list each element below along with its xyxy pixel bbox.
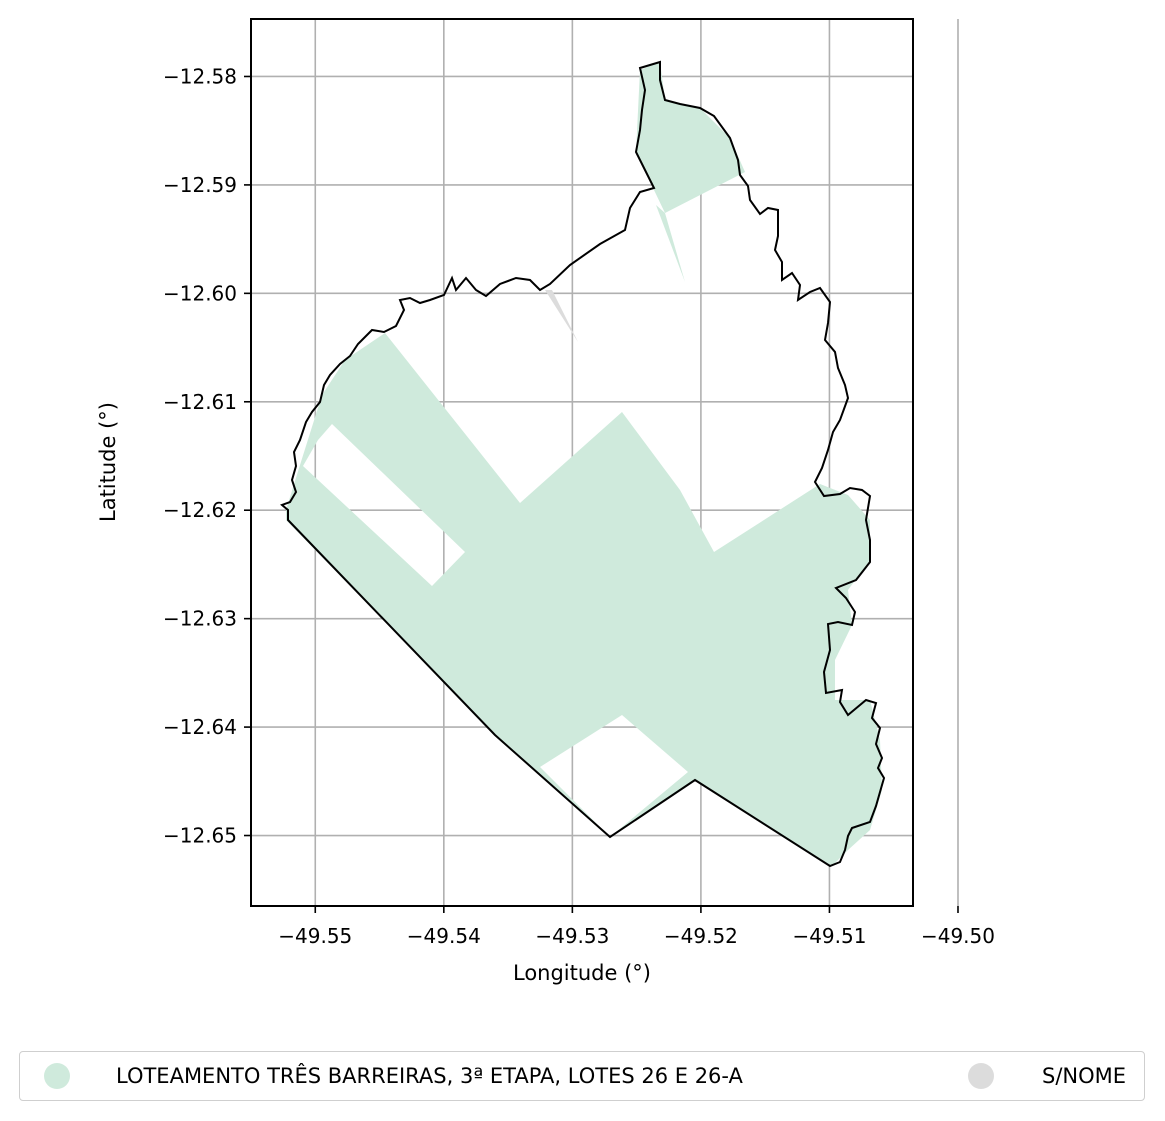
- y-tick-label: −12.60: [163, 281, 237, 305]
- y-tick-label: −12.62: [163, 498, 237, 522]
- y-tick-label: −12.64: [163, 715, 237, 739]
- lot-area-north-sliver: [656, 205, 685, 282]
- legend-label-loteamento: LOTEAMENTO TRÊS BARREIRAS, 3ª ETAPA, LOT…: [116, 1064, 743, 1088]
- x-axis: −49.55 −49.54 −49.53 −49.52 −49.51 −49.50: [278, 906, 995, 948]
- lot-area-main: [286, 333, 882, 866]
- x-tick-label: −49.51: [792, 924, 866, 948]
- x-tick-label: −49.52: [664, 924, 738, 948]
- s-nome-area: [545, 290, 578, 342]
- legend: LOTEAMENTO TRÊS BARREIRAS, 3ª ETAPA, LOT…: [19, 1051, 1145, 1101]
- legend-swatch-s-nome: [968, 1063, 994, 1089]
- y-tick-label: −12.61: [163, 390, 237, 414]
- area-layer: [286, 62, 882, 866]
- y-axis-label: Latitude (°): [96, 402, 120, 522]
- legend-entry-loteamento: LOTEAMENTO TRÊS BARREIRAS, 3ª ETAPA, LOT…: [44, 1063, 743, 1089]
- y-tick-label: −12.65: [163, 824, 237, 848]
- lot-area-north: [636, 62, 745, 213]
- x-tick-label: −49.54: [407, 924, 481, 948]
- legend-label-s-nome: S/NOME: [1042, 1064, 1127, 1088]
- x-axis-label: Longitude (°): [513, 961, 651, 985]
- y-axis: −12.58 −12.59 −12.60 −12.61 −12.62 −12.63 −12.…: [163, 64, 251, 848]
- legend-swatch-loteamento: [44, 1063, 70, 1089]
- y-tick-label: −12.58: [163, 64, 237, 88]
- x-tick-label: −49.50: [921, 924, 995, 948]
- plot-frame: [250, 18, 914, 907]
- x-tick-label: −49.55: [278, 924, 352, 948]
- legend-entry-s-nome: S/NOME: [968, 1063, 1126, 1089]
- y-tick-label: −12.63: [163, 607, 237, 631]
- x-tick-label: −49.53: [535, 924, 609, 948]
- boundary-outline: [280, 60, 886, 868]
- y-tick-label: −12.59: [163, 173, 237, 197]
